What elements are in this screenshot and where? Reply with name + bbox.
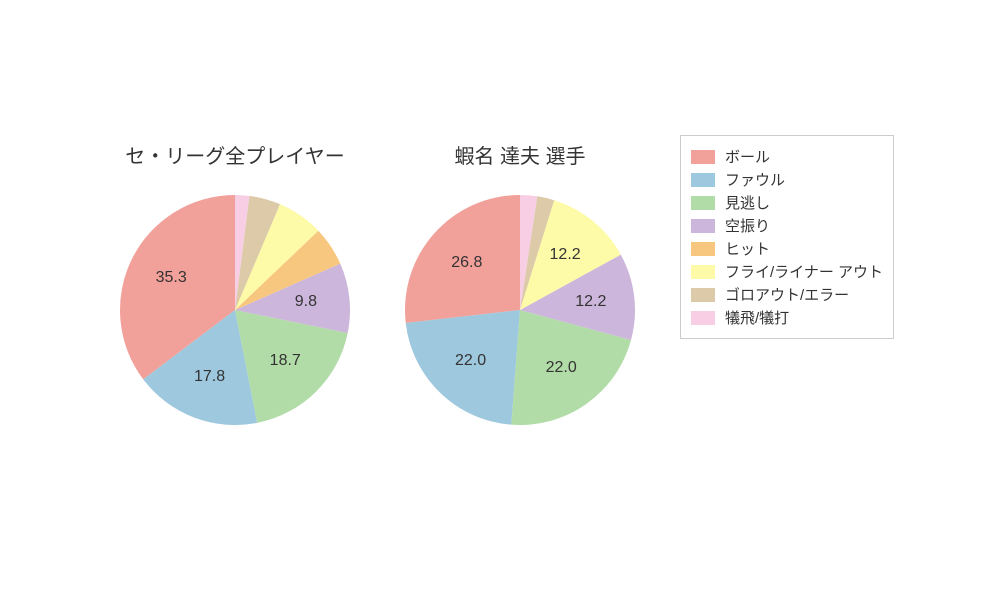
pie-value-label: 35.3 [156, 269, 187, 287]
legend-label: フライ/ライナー アウト [725, 261, 883, 282]
legend-item: 空振り [691, 215, 883, 236]
legend-item: 見逃し [691, 192, 883, 213]
legend-label: 見逃し [725, 192, 770, 213]
pie-value-label: 26.8 [451, 254, 482, 272]
legend: ボールファウル見逃し空振りヒットフライ/ライナー アウトゴロアウト/エラー犠飛/… [680, 135, 894, 339]
legend-item: 犠飛/犠打 [691, 307, 883, 328]
legend-item: ヒット [691, 238, 883, 259]
chart-stage: セ・リーグ全プレイヤー 35.3 17.8 18.7 9.8 蝦名 達夫 選手 26.8 22… [0, 0, 1000, 600]
legend-item: ボール [691, 146, 883, 167]
legend-swatch [691, 311, 715, 325]
legend-item: フライ/ライナー アウト [691, 261, 883, 282]
pie-value-label: 22.0 [546, 359, 577, 377]
pie-title-league: セ・リーグ全プレイヤー [85, 140, 385, 169]
pie-value-label: 9.8 [295, 293, 317, 311]
legend-swatch [691, 288, 715, 302]
pie-value-label: 12.2 [550, 246, 581, 264]
pie-value-label: 17.8 [194, 368, 225, 386]
legend-label: 犠飛/犠打 [725, 307, 789, 328]
legend-swatch [691, 173, 715, 187]
legend-label: ヒット [725, 238, 770, 259]
legend-label: ゴロアウト/エラー [725, 284, 849, 305]
pie-title-player: 蝦名 達夫 選手 [370, 140, 670, 169]
legend-swatch [691, 265, 715, 279]
legend-label: ファウル [725, 169, 785, 190]
legend-swatch [691, 150, 715, 164]
legend-item: ゴロアウト/エラー [691, 284, 883, 305]
legend-label: ボール [725, 146, 770, 167]
legend-swatch [691, 219, 715, 233]
legend-item: ファウル [691, 169, 883, 190]
pie-value-label: 12.2 [575, 293, 606, 311]
legend-swatch [691, 242, 715, 256]
pie-value-label: 22.0 [455, 352, 486, 370]
legend-swatch [691, 196, 715, 210]
legend-label: 空振り [725, 215, 770, 236]
pie-value-label: 18.7 [270, 352, 301, 370]
